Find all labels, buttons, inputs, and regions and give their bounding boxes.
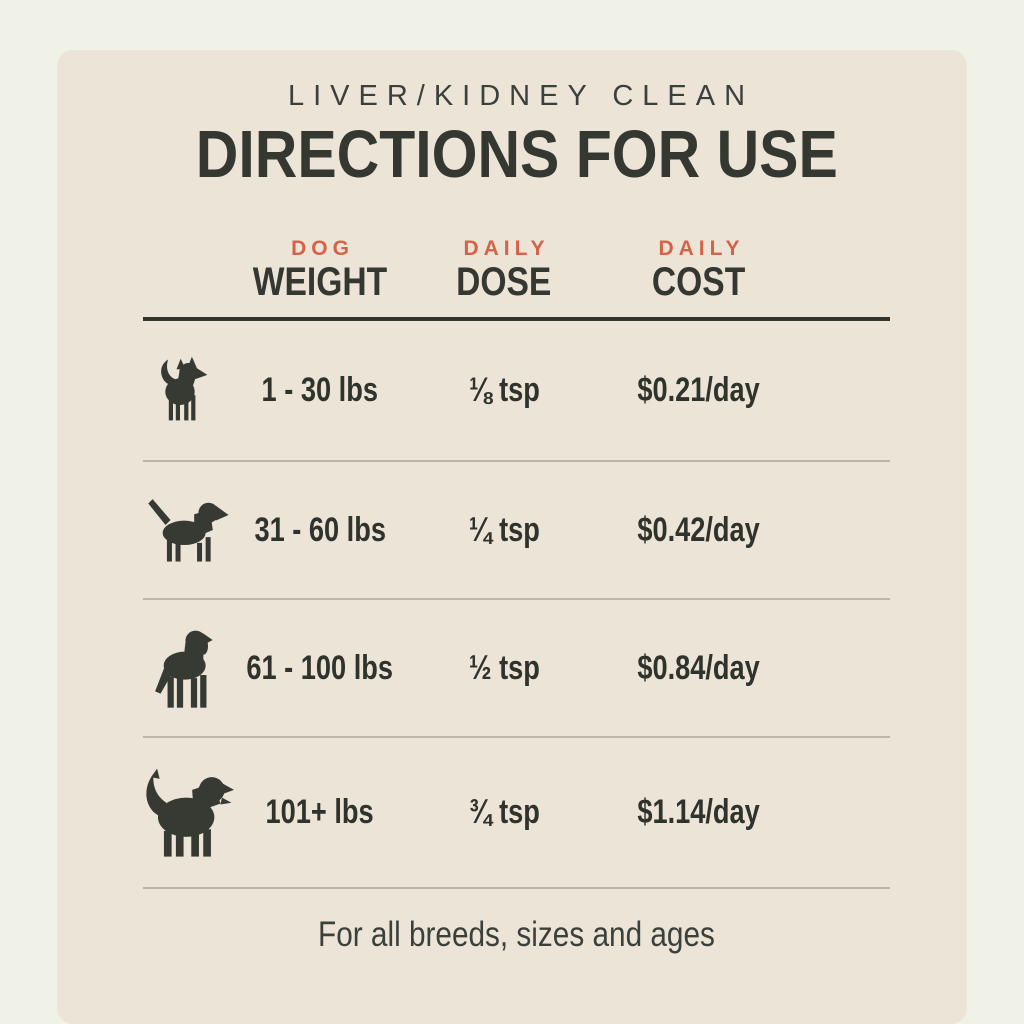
- small-dog-icon: [161, 356, 208, 420]
- cost-cell: $1.14/day: [637, 793, 761, 831]
- column-header-daily-label-2: DAILY: [658, 237, 745, 260]
- dose-cell: ¾ tsp: [468, 793, 540, 831]
- product-panel: LIVER/KIDNEY CLEAN DIRECTIONS FOR USE DO…: [57, 50, 967, 1024]
- dose-cell: ¼ tsp: [468, 510, 540, 549]
- footer-note: For all breeds, sizes and ages: [143, 915, 890, 955]
- page-title: DIRECTIONS FOR USE: [143, 121, 890, 188]
- xlarge-dog-icon: [146, 768, 234, 857]
- column-header-daily-cost: DAILY COST: [643, 238, 754, 302]
- product-subtitle: LIVER/KIDNEY CLEAN: [143, 80, 890, 113]
- medium-dog-icon: [148, 499, 229, 562]
- panel-content: LIVER/KIDNEY CLEAN DIRECTIONS FOR USE DO…: [57, 80, 967, 955]
- table-row-large-dog: 61 - 100 lbs ½ tsp $0.84/day: [143, 600, 890, 738]
- weight-cell: 31 - 60 lbs: [254, 510, 386, 549]
- table-row-small-dog: 1 - 30 lbs ⅛ tsp $0.21/day: [143, 321, 890, 462]
- column-header-cost-label: COST: [652, 260, 746, 304]
- weight-cell: 61 - 100 lbs: [246, 648, 394, 687]
- table-row-medium-dog: 31 - 60 lbs ¼ tsp $0.42/day: [143, 462, 890, 600]
- column-header-dose-label: DOSE: [456, 260, 552, 304]
- weight-cell: 1 - 30 lbs: [261, 371, 379, 409]
- dose-cell: ⅛ tsp: [468, 371, 540, 409]
- footer-note-text: For all breeds, sizes and ages: [318, 915, 715, 954]
- cost-cell: $0.84/day: [637, 648, 761, 687]
- dose-cell: ½ tsp: [468, 648, 540, 687]
- cost-cell: $0.42/day: [637, 510, 761, 549]
- column-header-daily-dose: DAILY DOSE: [447, 238, 560, 302]
- header-divider-rule: [143, 317, 890, 321]
- table-row-xlarge-dog: 101+ lbs ¾ tsp $1.14/day: [143, 738, 890, 889]
- column-header-daily-label-1: DAILY: [463, 237, 550, 260]
- column-header-dog-weight: DOG WEIGHT: [240, 238, 400, 302]
- product-subtitle-text: LIVER/KIDNEY CLEAN: [287, 80, 755, 112]
- column-header-dog-label: DOG: [291, 237, 354, 260]
- weight-cell: 101+ lbs: [265, 793, 375, 831]
- large-dog-icon: [155, 630, 213, 708]
- page-title-text: DIRECTIONS FOR USE: [195, 117, 838, 192]
- table-header-row: DOG WEIGHT DAILY DOSE DAILY COST: [143, 238, 890, 302]
- cost-cell: $0.21/day: [637, 371, 761, 409]
- column-header-weight-label: WEIGHT: [252, 260, 388, 304]
